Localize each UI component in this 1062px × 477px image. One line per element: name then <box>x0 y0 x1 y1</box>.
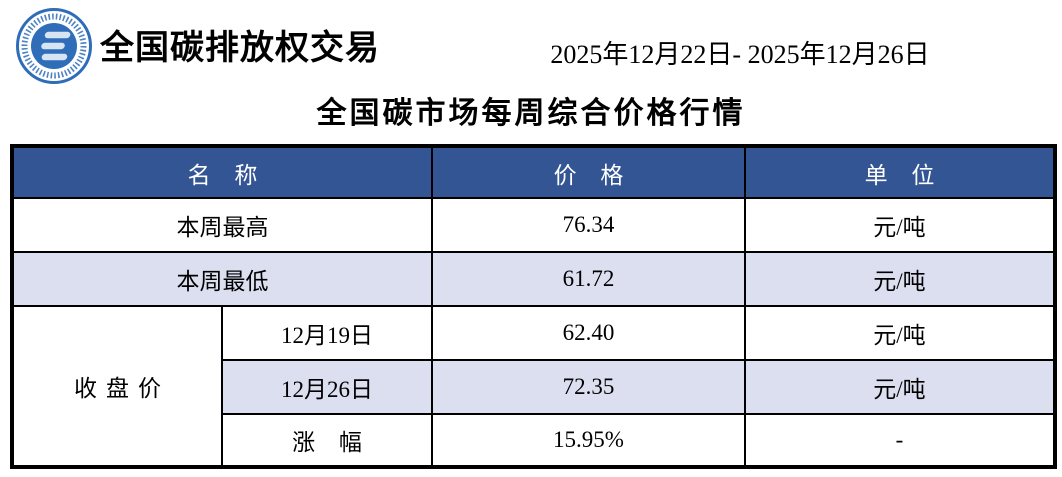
seal-microtext-ring <box>21 13 87 79</box>
row-label: 本周最高 <box>11 197 433 253</box>
row-label: 12月26日 <box>221 359 433 415</box>
unit-value: 元/吨 <box>744 251 1056 307</box>
report-date-range: 2025年12月22日- 2025年12月26日 <box>550 40 930 69</box>
carbon-exchange-logo <box>15 7 93 85</box>
table-row-week-low: 本周最低 61.72 元/吨 <box>11 251 1056 307</box>
column-header-name: 名 称 <box>11 145 433 199</box>
table-header-row: 名 称 价 格 单 位 <box>11 145 1056 199</box>
unit-value: - <box>744 413 1056 468</box>
column-header-price: 价 格 <box>431 145 746 199</box>
row-label: 本周最低 <box>11 251 433 307</box>
brand-name: 全国碳排放权交易 <box>100 30 380 67</box>
row-label: 涨 幅 <box>221 413 433 468</box>
price-value: 76.34 <box>431 197 746 253</box>
price-value: 15.95% <box>431 413 746 468</box>
price-value: 61.72 <box>431 251 746 307</box>
column-header-unit: 单 位 <box>744 145 1056 199</box>
row-label: 12月19日 <box>221 305 433 361</box>
table-row-close-dec19: 收盘价 12月19日 62.40 元/吨 <box>11 305 1056 468</box>
unit-value: 元/吨 <box>744 359 1056 415</box>
closing-price-group-label: 收盘价 <box>11 305 223 468</box>
page-title: 全国碳市场每周综合价格行情 <box>316 97 746 130</box>
table-row-week-high: 本周最高 76.34 元/吨 <box>11 197 1056 253</box>
price-value: 72.35 <box>431 359 746 415</box>
price-value: 62.40 <box>431 305 746 361</box>
table-row-close-dec26: 12月26日 72.35 元/吨 <box>12 359 1056 415</box>
unit-value: 元/吨 <box>744 305 1056 361</box>
table-row-change-pct: 涨 幅 15.95% - <box>12 413 1056 468</box>
price-table: 名 称 价 格 单 位 本周最高 76.34 元/吨 本周最低 61.72 元/… <box>10 144 1057 469</box>
carbon-exchange-seal-icon <box>16 8 92 84</box>
seal-emblem-e-icon <box>41 31 71 61</box>
unit-value: 元/吨 <box>744 197 1056 253</box>
